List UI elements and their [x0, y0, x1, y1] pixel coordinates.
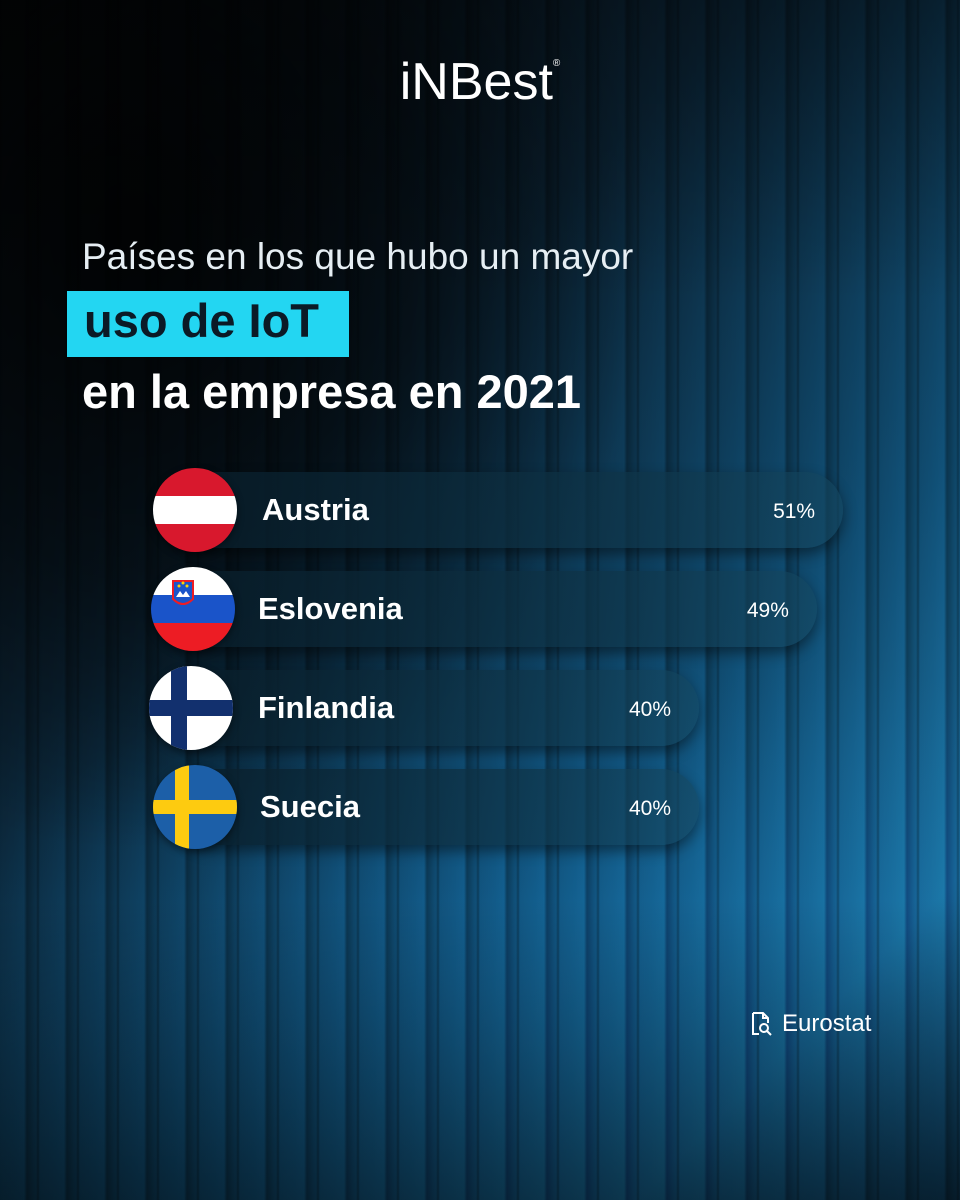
- title-line-1: Países en los que hubo un mayor: [82, 236, 634, 277]
- bar-label-eslovenia: Eslovenia: [258, 591, 403, 626]
- bar-eslovenia: [175, 571, 817, 647]
- sweden-flag-icon: [153, 765, 237, 849]
- title-highlight-text: uso de IoT: [84, 294, 319, 347]
- source-note: Eurostat: [748, 1010, 871, 1038]
- title-highlight-box: [67, 291, 349, 357]
- bar-value-suecia: 40%: [628, 797, 671, 820]
- bar-value-austria: 51%: [773, 500, 816, 523]
- bar-value-eslovenia: 49%: [746, 599, 789, 622]
- finland-flag-icon: [149, 666, 233, 750]
- document-search-icon: [752, 1012, 772, 1036]
- bar-label-finlandia: Finlandia: [258, 690, 395, 725]
- bar-finlandia: [175, 670, 699, 746]
- slovenia-flag-icon: [151, 567, 235, 651]
- title-line-3: en la empresa en 2021: [82, 365, 582, 418]
- austria-flag-icon: [153, 468, 237, 552]
- bar-label-suecia: Suecia: [260, 789, 360, 824]
- registered-mark: ®: [552, 58, 561, 69]
- brand-name: iNBest: [399, 53, 553, 111]
- bar-suecia: [175, 769, 699, 845]
- brand-logo: iNBest®: [0, 52, 960, 112]
- bar-value-finlandia: 40%: [628, 698, 671, 721]
- bar-label-austria: Austria: [262, 492, 369, 527]
- bar-austria: [175, 472, 844, 548]
- source-label: Eurostat: [782, 1010, 872, 1037]
